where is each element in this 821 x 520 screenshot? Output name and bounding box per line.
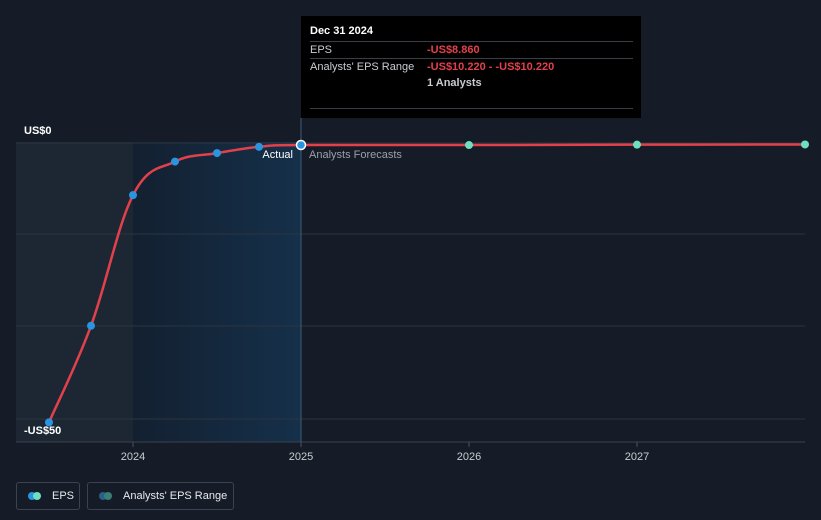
x-tick-label: 2026 xyxy=(457,451,481,463)
tooltip-row-eps: EPS -US$8.860 xyxy=(310,41,633,59)
y-label-bottom: -US$50 xyxy=(24,425,61,437)
legend-eps[interactable]: EPS xyxy=(16,482,80,510)
forecast-point xyxy=(465,141,473,150)
highlight-shade xyxy=(133,142,301,442)
tooltip-eps-label: EPS xyxy=(310,44,333,56)
tooltip-range-value: -US$10.220 - -US$10.220 xyxy=(427,61,555,73)
eps-point xyxy=(255,142,263,151)
x-tick-label: 2025 xyxy=(289,451,313,463)
tooltip-date: Dec 31 2024 xyxy=(310,25,373,37)
forecast-point xyxy=(801,140,809,149)
legend-eps-label: EPS xyxy=(52,490,75,502)
tooltip-range-label: Analysts' EPS Range xyxy=(310,61,415,73)
legend-analysts-range[interactable]: Analysts' EPS Range xyxy=(87,482,234,510)
range-legend-icon xyxy=(99,492,115,500)
tooltip-row-analysts: 1 Analysts xyxy=(310,75,633,92)
eps-legend-icon xyxy=(28,492,44,500)
tooltip-row-range: Analysts' EPS Range -US$10.220 - -US$10.… xyxy=(310,58,633,76)
tooltip-eps-value: -US$8.860 xyxy=(427,44,480,56)
eps-point xyxy=(213,149,221,158)
actual-label: Actual xyxy=(262,149,293,161)
eps-point xyxy=(87,321,95,330)
y-label-top: US$0 xyxy=(24,125,52,137)
past-shade xyxy=(16,142,133,442)
eps-point xyxy=(171,157,179,166)
legend-range-label: Analysts' EPS Range xyxy=(123,490,228,502)
x-tick-label: 2027 xyxy=(625,451,649,463)
eps-point xyxy=(129,191,137,200)
tooltip-divider xyxy=(310,108,633,109)
eps-point xyxy=(45,418,53,427)
eps-point-highlight xyxy=(295,139,307,151)
tooltip-analysts-count: 1 Analysts xyxy=(427,77,482,89)
tooltip: Dec 31 2024 EPS -US$8.860 Analysts' EPS … xyxy=(301,16,641,118)
forecast-point xyxy=(633,140,641,149)
forecast-label: Analysts Forecasts xyxy=(309,149,402,161)
x-tick-label: 2024 xyxy=(121,451,145,463)
